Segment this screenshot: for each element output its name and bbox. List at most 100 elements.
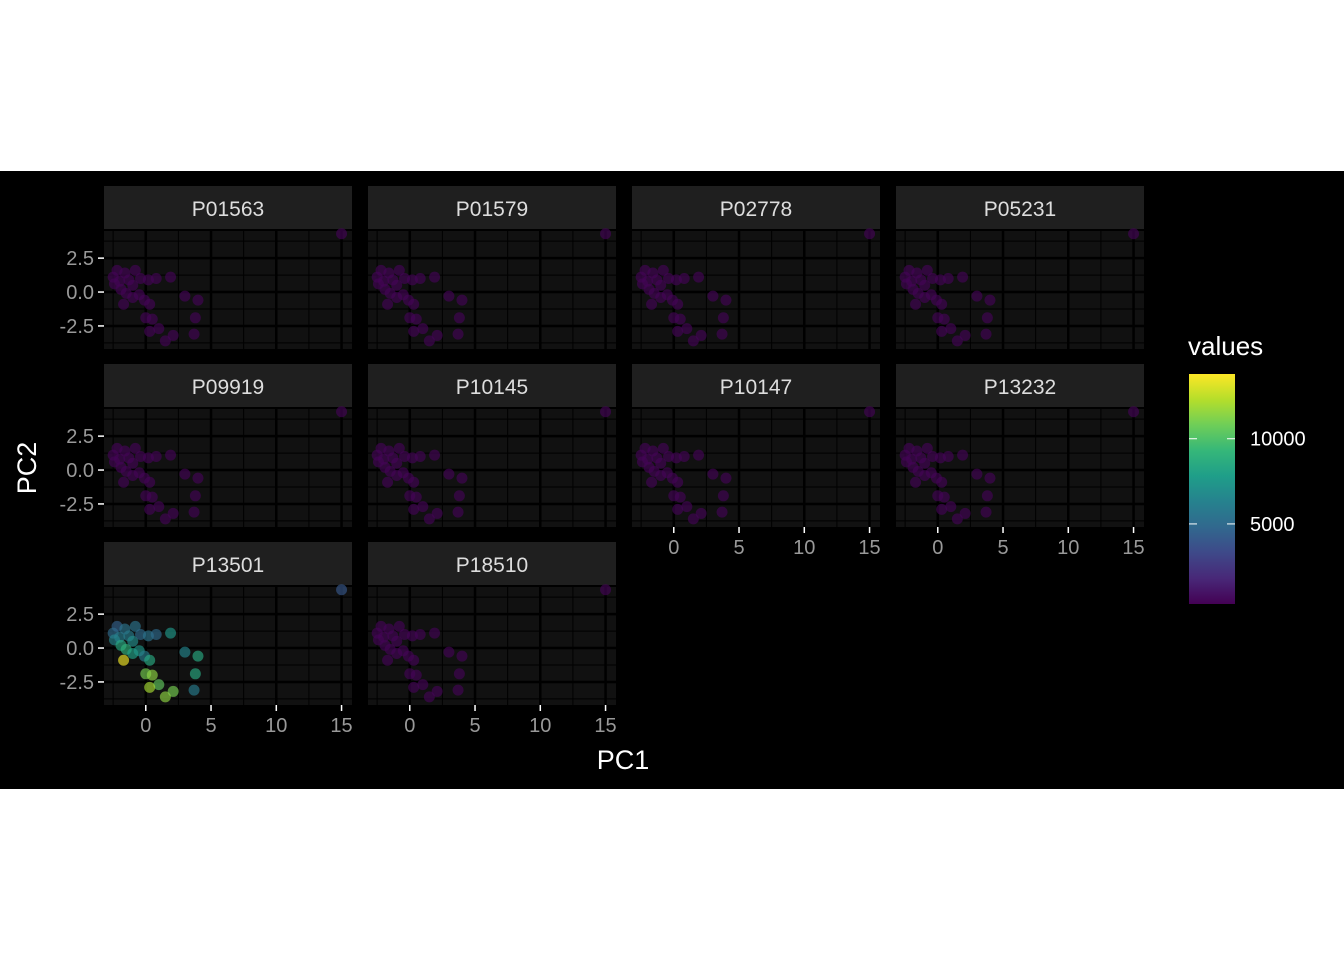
y-axis-title: PC2 [12,442,42,495]
x-tick-label: 10 [1057,537,1079,559]
data-point [429,627,441,639]
data-point [144,503,156,515]
y-tick-label: -2.5 [60,316,94,338]
data-point [417,501,429,513]
data-point [408,654,420,666]
data-point [452,684,464,696]
facet-strip-label: P13232 [984,376,1056,399]
data-point [118,476,130,488]
facet-strip [368,542,616,585]
facet-panel-P13232: P13232 0 5 10 15 [896,364,1145,559]
facet-panel-P09919: P09919 2.5 0.0 -2.5 [60,364,352,527]
x-tick-label: 10 [265,715,287,737]
data-point [695,329,707,341]
y-tick-label: 2.5 [66,604,94,626]
data-point [980,506,992,518]
data-point [452,506,464,518]
y-tick-label: 0.0 [66,460,94,482]
legend-colorbar [1189,374,1235,604]
data-point [408,298,420,310]
data-point [150,272,162,284]
data-point [146,669,158,681]
data-point [431,329,443,341]
data-point [693,449,705,461]
facet-strip [104,364,352,407]
facet-strip-label: P01579 [456,198,528,221]
data-point [118,298,130,310]
data-point [423,691,435,703]
x-tick-label: 0 [932,537,943,559]
data-point [456,294,468,306]
data-point [408,681,420,693]
data-point [391,635,403,647]
data-point [159,691,171,703]
facet-strip [896,364,1144,407]
data-point [657,264,669,276]
color-legend: values 5000 10000 [1188,331,1306,604]
data-point [146,313,158,325]
data-point [672,325,684,337]
x-axis-title: PC1 [597,745,650,775]
data-point [957,449,969,461]
data-point [192,472,204,484]
data-point [910,298,922,310]
facet-strip [368,186,616,229]
data-point [429,449,441,461]
data-point [393,620,405,632]
x-tick-label: 5 [205,715,216,737]
data-point [153,679,165,691]
facet-strip [368,364,616,407]
data-point [919,457,931,469]
x-tick-label: 0 [668,537,679,559]
data-point [456,650,468,662]
data-point [921,442,933,454]
data-point [179,646,191,658]
data-point [984,294,996,306]
x-tick-label: 0 [404,715,415,737]
facet-panel-P01579: P01579 [368,186,616,349]
legend-tick-label: 10000 [1250,429,1306,451]
data-point [414,272,426,284]
data-point [127,457,139,469]
facet-strip-label: P02778 [720,198,792,221]
data-point [452,328,464,340]
data-point [336,584,348,596]
data-point [129,442,141,454]
data-point [674,491,686,503]
y-tick-label: 0.0 [66,282,94,304]
facet-panel-P10147: P10147 0 5 10 15 [632,364,881,559]
data-point [414,628,426,640]
data-point [393,264,405,276]
data-point [429,271,441,283]
y-tick-label: -2.5 [60,494,94,516]
data-point [188,506,200,518]
facet-strip [896,186,1144,229]
data-point [192,650,204,662]
data-point [687,513,699,525]
y-tick-label: -2.5 [60,672,94,694]
data-point [391,457,403,469]
data-point [423,513,435,525]
data-point [150,450,162,462]
data-point [453,668,465,680]
data-point [981,312,993,324]
data-point [720,472,732,484]
data-point [127,279,139,291]
data-point [959,507,971,519]
data-point [945,501,957,513]
data-point [717,312,729,324]
data-point [144,325,156,337]
data-point [936,298,948,310]
data-point [443,646,455,658]
data-point [695,507,707,519]
data-point [188,684,200,696]
data-point [655,279,667,291]
facet-strip-label: P13501 [192,554,264,577]
data-point [919,279,931,291]
data-point [408,325,420,337]
data-point [443,468,455,480]
data-point [192,294,204,306]
data-point [417,323,429,335]
data-point [936,476,948,488]
